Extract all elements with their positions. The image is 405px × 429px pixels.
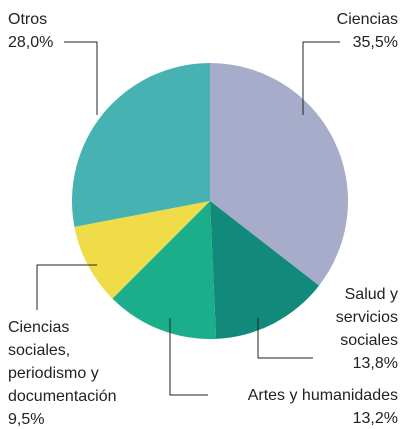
slice-label: Otros 28,0% xyxy=(8,11,53,51)
label-line: documentación xyxy=(8,388,117,405)
pie-slice xyxy=(74,201,210,299)
label-line: servicios xyxy=(336,309,398,326)
pie-slice xyxy=(71,63,210,227)
pie-slice xyxy=(210,63,349,286)
slice-label: Ciencias 35,5% xyxy=(337,11,398,51)
label-line: Artes y humanidades xyxy=(248,387,398,404)
leader-line xyxy=(169,318,208,396)
value-label: 28,0% xyxy=(8,34,53,51)
label-line: Otros xyxy=(8,11,47,28)
value-label: 35,5% xyxy=(353,34,398,51)
slice-label: Artes y humanidades 13,2% xyxy=(248,387,398,427)
label-line: Ciencias xyxy=(8,319,69,336)
label-line: periodismo y xyxy=(8,365,99,382)
leader-line xyxy=(257,318,313,359)
leader-line xyxy=(64,41,98,115)
value-label: 13,2% xyxy=(353,410,398,427)
leader-line xyxy=(302,41,340,115)
pie-slice xyxy=(112,201,217,339)
value-label: 9,5% xyxy=(8,411,44,428)
pie-slice xyxy=(210,201,320,339)
value-label: 13,8% xyxy=(353,355,398,372)
label-line: sociales, xyxy=(8,342,70,359)
label-line: Ciencias xyxy=(337,11,398,28)
slice-label: Ciencias sociales, periodismo y documentaci… xyxy=(8,319,117,428)
slice-label: Salud y servicios sociales 13,8% xyxy=(336,286,398,372)
leader-line xyxy=(36,264,97,310)
label-line: Salud y xyxy=(345,286,398,303)
label-line: sociales xyxy=(340,332,398,349)
